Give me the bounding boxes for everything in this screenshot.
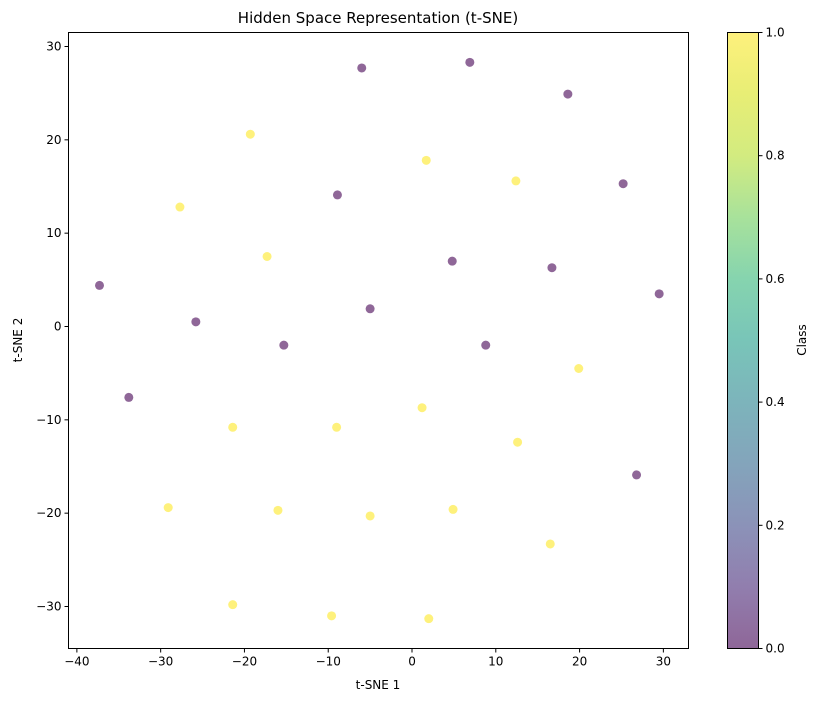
x-tick-label: 30 bbox=[656, 655, 671, 669]
chart-title: Hidden Space Representation (t-SNE) bbox=[238, 9, 518, 27]
colorbar-label: Class bbox=[795, 324, 809, 356]
scatter-point-class-1 bbox=[228, 422, 238, 432]
scatter-point-class-0 bbox=[465, 57, 475, 67]
scatter-point-class-1 bbox=[175, 202, 185, 212]
x-axis-label: t-SNE 1 bbox=[356, 678, 401, 692]
colorbar-tick-label: 1.0 bbox=[766, 26, 785, 40]
scatter-point-class-0 bbox=[447, 256, 457, 266]
scatter-point-class-0 bbox=[279, 340, 289, 350]
y-tick-label: −30 bbox=[36, 600, 61, 614]
scatter-point-class-1 bbox=[424, 614, 434, 624]
y-tick-label: 0 bbox=[54, 320, 62, 334]
scatter-point-class-1 bbox=[417, 403, 427, 413]
x-tick-label: −10 bbox=[316, 655, 341, 669]
colorbar-ticks: 0.0 0.2 0.4 0.6 0.8 1.0 bbox=[758, 26, 785, 656]
scatter-point-class-0 bbox=[481, 340, 491, 350]
y-axis-ticks: −30 −20 −10 0 10 20 30 bbox=[36, 40, 69, 614]
y-axis-label: t-SNE 2 bbox=[11, 318, 25, 363]
plot-area bbox=[68, 32, 689, 649]
y-tick-label: −20 bbox=[36, 506, 61, 520]
x-tick-label: 20 bbox=[572, 655, 587, 669]
scatter-point-class-0 bbox=[365, 304, 375, 314]
colorbar-tick-label: 0.6 bbox=[766, 272, 785, 286]
scatter-point-class-1 bbox=[513, 437, 523, 447]
scatter-point-class-0 bbox=[332, 190, 342, 200]
x-tick-label: 10 bbox=[488, 655, 503, 669]
colorbar-tick-label: 0.8 bbox=[766, 149, 785, 163]
colorbar-tick-label: 0.4 bbox=[766, 395, 785, 409]
plot-frame bbox=[68, 32, 689, 649]
scatter-point-class-1 bbox=[574, 364, 584, 373]
scatter-point-class-0 bbox=[124, 392, 134, 402]
scatter-point-class-0 bbox=[547, 263, 557, 273]
points-layer bbox=[95, 57, 664, 624]
scatter-point-class-0 bbox=[654, 289, 664, 299]
x-tick-label: −30 bbox=[148, 655, 173, 669]
scatter-point-class-1 bbox=[421, 155, 431, 165]
scatter-point-class-1 bbox=[245, 129, 255, 139]
scatter-point-class-0 bbox=[95, 280, 104, 290]
x-tick-label: −20 bbox=[232, 655, 257, 669]
scatter-point-class-1 bbox=[365, 511, 375, 521]
scatter-point-class-1 bbox=[332, 422, 342, 432]
scatter-point-class-1 bbox=[163, 503, 173, 513]
y-tick-label: 20 bbox=[46, 133, 61, 147]
scatter-point-class-1 bbox=[262, 252, 272, 261]
x-tick-label: 0 bbox=[408, 655, 416, 669]
colorbar-tick-label: 0.2 bbox=[766, 518, 785, 532]
scatter-point-class-0 bbox=[563, 89, 573, 99]
colorbar-frame bbox=[727, 32, 759, 649]
scatter-point-class-0 bbox=[618, 179, 628, 189]
scatter-point-class-0 bbox=[632, 470, 642, 480]
colorbar-tick-label: 0.0 bbox=[766, 642, 785, 656]
scatter-point-class-1 bbox=[228, 600, 238, 610]
scatter-point-class-0 bbox=[357, 63, 367, 73]
scatter-point-class-1 bbox=[511, 176, 521, 186]
x-axis-ticks: −40 −30 −20 −10 0 10 20 30 bbox=[64, 648, 671, 669]
colorbar-gradient bbox=[727, 32, 759, 649]
scatter-point-class-1 bbox=[448, 504, 458, 514]
scatter-point-class-0 bbox=[191, 317, 201, 327]
y-tick-label: 30 bbox=[46, 40, 61, 54]
x-tick-label: −40 bbox=[64, 655, 89, 669]
scatter-point-class-1 bbox=[545, 539, 555, 549]
colorbar: 0.0 0.2 0.4 0.6 0.8 1.0 Class bbox=[727, 26, 809, 656]
scatter-point-class-1 bbox=[273, 505, 283, 515]
y-tick-label: −10 bbox=[36, 413, 61, 427]
y-tick-label: 10 bbox=[46, 226, 61, 240]
scatter-point-class-1 bbox=[327, 611, 337, 621]
